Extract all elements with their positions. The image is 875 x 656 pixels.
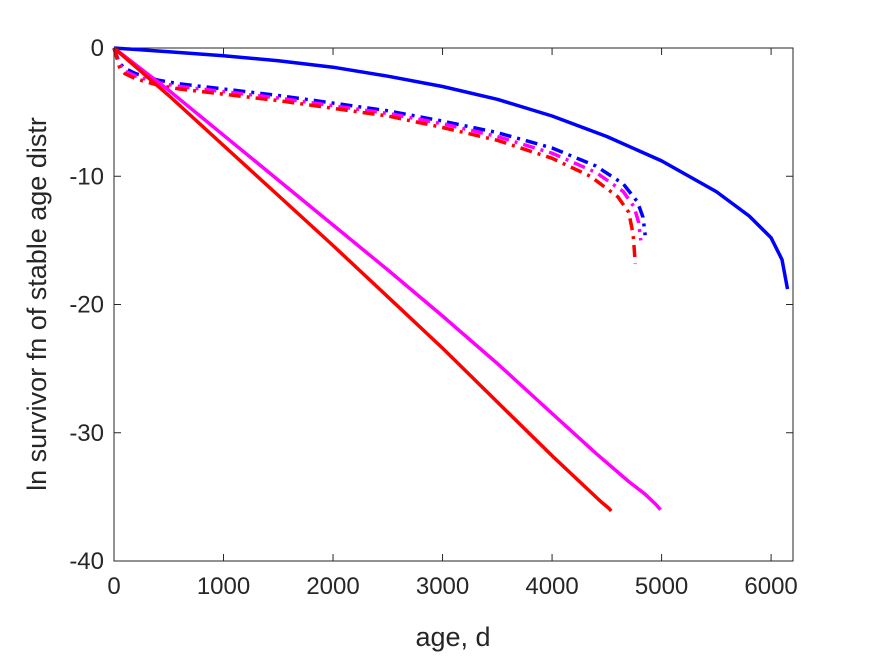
y-axis-title: ln survivor fn of stable age distr [22, 117, 52, 491]
series-line-5 [112, 46, 662, 511]
x-tick-label: 3000 [416, 573, 469, 600]
tick-layer: 0 1000 2000 3000 4000 5000 6000 0 -10 -20 -30 -40 [69, 35, 797, 600]
plot-area [113, 47, 794, 562]
series-line-1 [113, 46, 790, 290]
x-axis-title: age, d [415, 622, 490, 652]
series-layer [112, 46, 790, 513]
series-line-3 [112, 47, 643, 241]
x-tick-label: 4000 [525, 573, 578, 600]
series-line-6 [112, 46, 613, 513]
y-tick-label: -20 [69, 292, 104, 319]
series-line-4 [112, 47, 638, 264]
x-tick-label: 5000 [635, 573, 688, 600]
x-tick-label: 6000 [744, 573, 797, 600]
y-tick-label: 0 [91, 35, 104, 62]
x-tick-label: 0 [107, 573, 120, 600]
x-tick-label: 2000 [306, 573, 359, 600]
series-line-2 [112, 47, 647, 236]
y-tick-label: -10 [69, 163, 104, 190]
y-tick-label: -30 [69, 420, 104, 447]
x-tick-label: 1000 [197, 573, 250, 600]
y-tick-label: -40 [69, 548, 104, 575]
